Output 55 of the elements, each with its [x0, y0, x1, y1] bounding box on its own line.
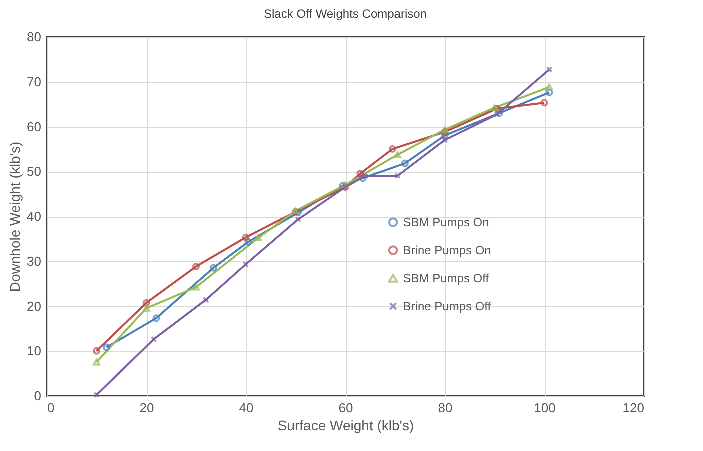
x-tick-label: 40	[239, 400, 254, 416]
point	[203, 296, 210, 304]
point	[152, 314, 160, 322]
point	[394, 172, 401, 180]
y-tick-label: 30	[27, 254, 42, 269]
point	[441, 132, 449, 140]
x-tick-label: 0	[48, 400, 55, 416]
legend-label: Brine Pumps Off	[403, 300, 492, 314]
legend-label: Brine Pumps On	[403, 244, 492, 258]
y-tick-label: 10	[27, 344, 42, 359]
x-tick-label: 60	[338, 400, 354, 416]
point	[362, 172, 369, 180]
point	[342, 182, 350, 188]
point	[441, 126, 449, 134]
y-tick-label: 70	[27, 74, 42, 90]
x-tick-label: 20	[140, 400, 154, 416]
x-tick-label: 100	[534, 400, 556, 416]
point	[494, 111, 500, 118]
point	[242, 234, 250, 242]
point	[442, 137, 448, 144]
legend-label: SBM Pumps On	[403, 216, 490, 230]
point	[244, 238, 252, 246]
point	[294, 209, 302, 217]
point	[394, 152, 402, 158]
point	[441, 128, 449, 136]
y-tick-label: 40	[27, 209, 42, 224]
point	[192, 263, 200, 270]
point	[192, 284, 200, 291]
point	[142, 305, 150, 312]
x-tick-label: 120	[622, 400, 644, 416]
y-tick-label: 20	[27, 298, 42, 314]
point	[494, 105, 501, 113]
point	[242, 261, 250, 268]
point	[496, 110, 504, 118]
point	[546, 84, 554, 91]
point	[401, 160, 409, 168]
point	[150, 336, 158, 343]
chart-title: Slack Off Weights Comparison	[264, 7, 427, 21]
point	[359, 174, 367, 182]
point	[254, 234, 262, 242]
point	[491, 104, 498, 112]
point	[210, 264, 218, 272]
point	[142, 299, 150, 307]
y-tick-label: 80	[27, 30, 42, 44]
y-tick-label: 60	[27, 119, 42, 134]
y-tick-label: 0	[34, 388, 42, 404]
point	[93, 358, 100, 366]
point	[295, 216, 302, 223]
x-tick-label: 80	[438, 400, 453, 416]
point	[389, 145, 396, 153]
x-axis-title: Surface Weight (klb's)	[278, 418, 414, 434]
point	[356, 170, 364, 178]
y-tick-label: 50	[27, 164, 42, 180]
y-axis-title: Downhole Weight (klb's)	[7, 142, 24, 292]
legend-label: SBM Pumps Off	[403, 272, 490, 286]
